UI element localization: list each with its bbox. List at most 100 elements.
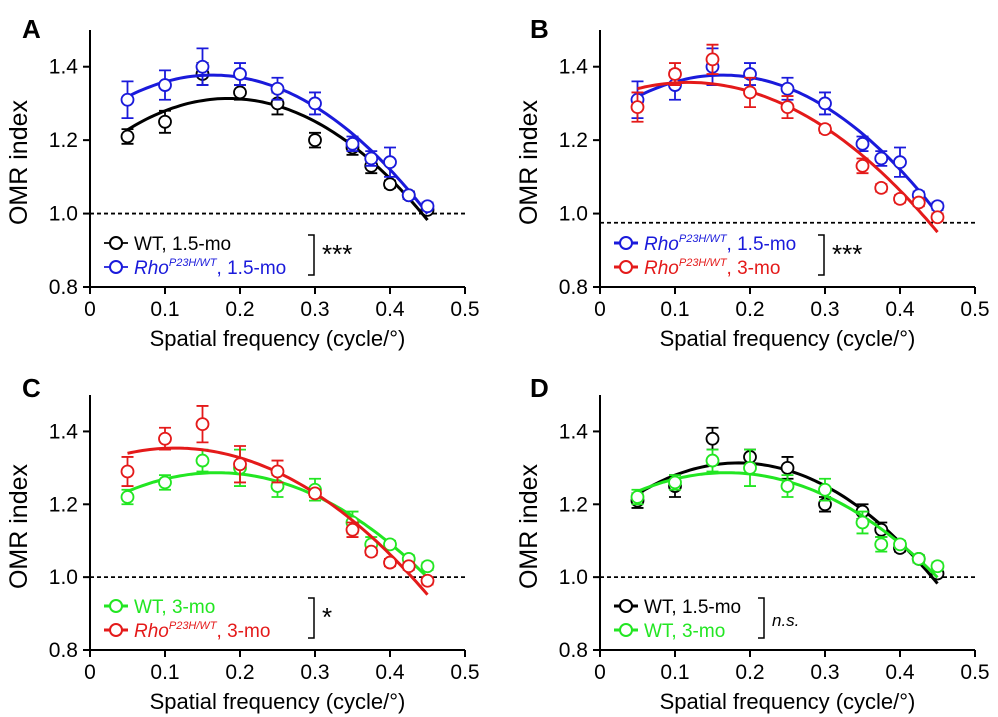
data-point — [383, 155, 397, 170]
y-tick-label: 1.4 — [49, 56, 79, 79]
y-tick-label: 1.4 — [49, 420, 79, 443]
data-point — [383, 537, 397, 552]
y-axis-label: OMR index — [5, 463, 33, 589]
legend-gene: Rho — [134, 621, 169, 642]
data-point — [818, 482, 832, 497]
legend-suffix: WT, 3-mo — [644, 621, 725, 642]
legend-suffix: WT, 1.5-mo — [644, 597, 741, 618]
panel-a: A 0 0.1 0.2 0.3 0.4 0.5 0.8 1.0 1.2 1.4 Spatial fre… — [5, 14, 480, 351]
data-point — [780, 81, 795, 96]
data-point — [364, 151, 379, 166]
data-point — [893, 191, 907, 206]
legend-suffix: , 1.5-mo — [217, 258, 287, 279]
x-tick-label: 0.5 — [960, 661, 989, 684]
y-tick-label: 1.2 — [559, 493, 588, 516]
data-point — [345, 136, 360, 151]
x-tick-label: 0 — [594, 661, 606, 684]
legend-suffix: WT, 3-mo — [134, 597, 215, 618]
panel-label: B — [530, 14, 549, 44]
x-tick-label: 0.2 — [735, 298, 764, 321]
y-tick-label: 0.8 — [49, 276, 78, 299]
fit-curve — [126, 97, 429, 222]
legend-label: WT, 1.5-mo — [644, 597, 741, 618]
data-point — [874, 180, 889, 195]
data-point — [308, 96, 322, 111]
data-point — [893, 537, 907, 552]
data-point — [308, 133, 322, 148]
data-point — [158, 431, 172, 446]
legend-marker — [109, 623, 123, 637]
legend-label: RhoP23H/WT, 1.5-mo — [644, 233, 796, 255]
significance-bracket — [758, 597, 765, 639]
legend-label: RhoP23H/WT, 3-mo — [644, 257, 780, 279]
y-tick-label: 1.2 — [49, 129, 78, 152]
data-point — [743, 85, 757, 100]
y-tick-label: 1.4 — [559, 420, 589, 443]
x-tick-label: 0.3 — [810, 298, 839, 321]
data-point — [874, 151, 889, 166]
x-axis-label: Spatial frequency (cycle/°) — [660, 689, 916, 714]
data-point — [233, 67, 247, 81]
data-point — [420, 559, 435, 574]
data-point — [705, 52, 720, 67]
data-point — [120, 464, 135, 479]
x-tick-label: 0.1 — [660, 298, 689, 321]
x-tick-label: 0.2 — [225, 298, 254, 321]
panel-c: C 0 0.1 0.2 0.3 0.4 0.5 0.8 1.0 1.2 1.4 Spatial fre… — [5, 373, 480, 714]
legend-label: WT, 3-mo — [134, 597, 215, 618]
legend-suffix: , 3-mo — [727, 258, 781, 279]
data-point — [195, 453, 210, 468]
legend-label: WT, 3-mo — [644, 621, 725, 642]
legend-label: RhoP23H/WT, 3-mo — [134, 620, 270, 642]
x-tick-label: 0.5 — [450, 661, 479, 684]
legend-suffix: , 3-mo — [217, 621, 271, 642]
data-point — [383, 177, 397, 192]
data-point — [345, 522, 360, 537]
x-axis-label: Spatial frequency (cycle/°) — [150, 689, 406, 714]
x-tick-label: 0.1 — [150, 661, 179, 684]
significance-label: *** — [322, 239, 352, 269]
data-point — [818, 96, 832, 111]
x-axis-label: Spatial frequency (cycle/°) — [660, 326, 916, 351]
data-point — [158, 78, 172, 92]
data-point — [270, 464, 285, 479]
x-tick-label: 0.4 — [885, 661, 915, 684]
panel-b: B 0 0.1 0.2 0.3 0.4 0.5 0.8 1.0 1.2 1.4 Spatial fre… — [515, 14, 990, 351]
x-tick-label: 0.1 — [660, 661, 689, 684]
data-point — [818, 122, 832, 137]
x-tick-label: 0.4 — [375, 298, 405, 321]
significance-bracket — [818, 234, 825, 276]
data-point — [855, 136, 870, 151]
significance-label: *** — [832, 239, 862, 269]
legend-marker — [109, 599, 123, 613]
x-tick-label: 0.4 — [885, 298, 915, 321]
y-axis-label: OMR index — [515, 99, 543, 225]
data-point — [668, 475, 682, 490]
y-tick-label: 1.0 — [559, 203, 588, 226]
data-point — [874, 537, 889, 552]
legend-genotype-superscript: P23H/WT — [169, 620, 218, 632]
legend-marker — [109, 260, 123, 274]
x-tick-label: 0.1 — [150, 298, 179, 321]
significance-label: n.s. — [772, 611, 799, 630]
y-tick-label: 1.4 — [559, 56, 589, 79]
y-tick-label: 0.8 — [49, 639, 78, 662]
legend-marker — [619, 236, 633, 250]
x-tick-label: 0 — [84, 298, 96, 321]
y-tick-label: 0.8 — [559, 276, 588, 299]
series-1 — [630, 448, 945, 579]
legend-marker — [619, 599, 633, 613]
data-point — [158, 475, 172, 490]
data-point — [401, 559, 416, 574]
data-point — [780, 479, 795, 493]
data-point — [195, 417, 210, 432]
data-point — [855, 515, 870, 530]
x-tick-label: 0.2 — [735, 661, 764, 684]
data-point — [705, 431, 720, 446]
data-point — [930, 559, 945, 574]
y-axis-label: OMR index — [515, 463, 543, 589]
